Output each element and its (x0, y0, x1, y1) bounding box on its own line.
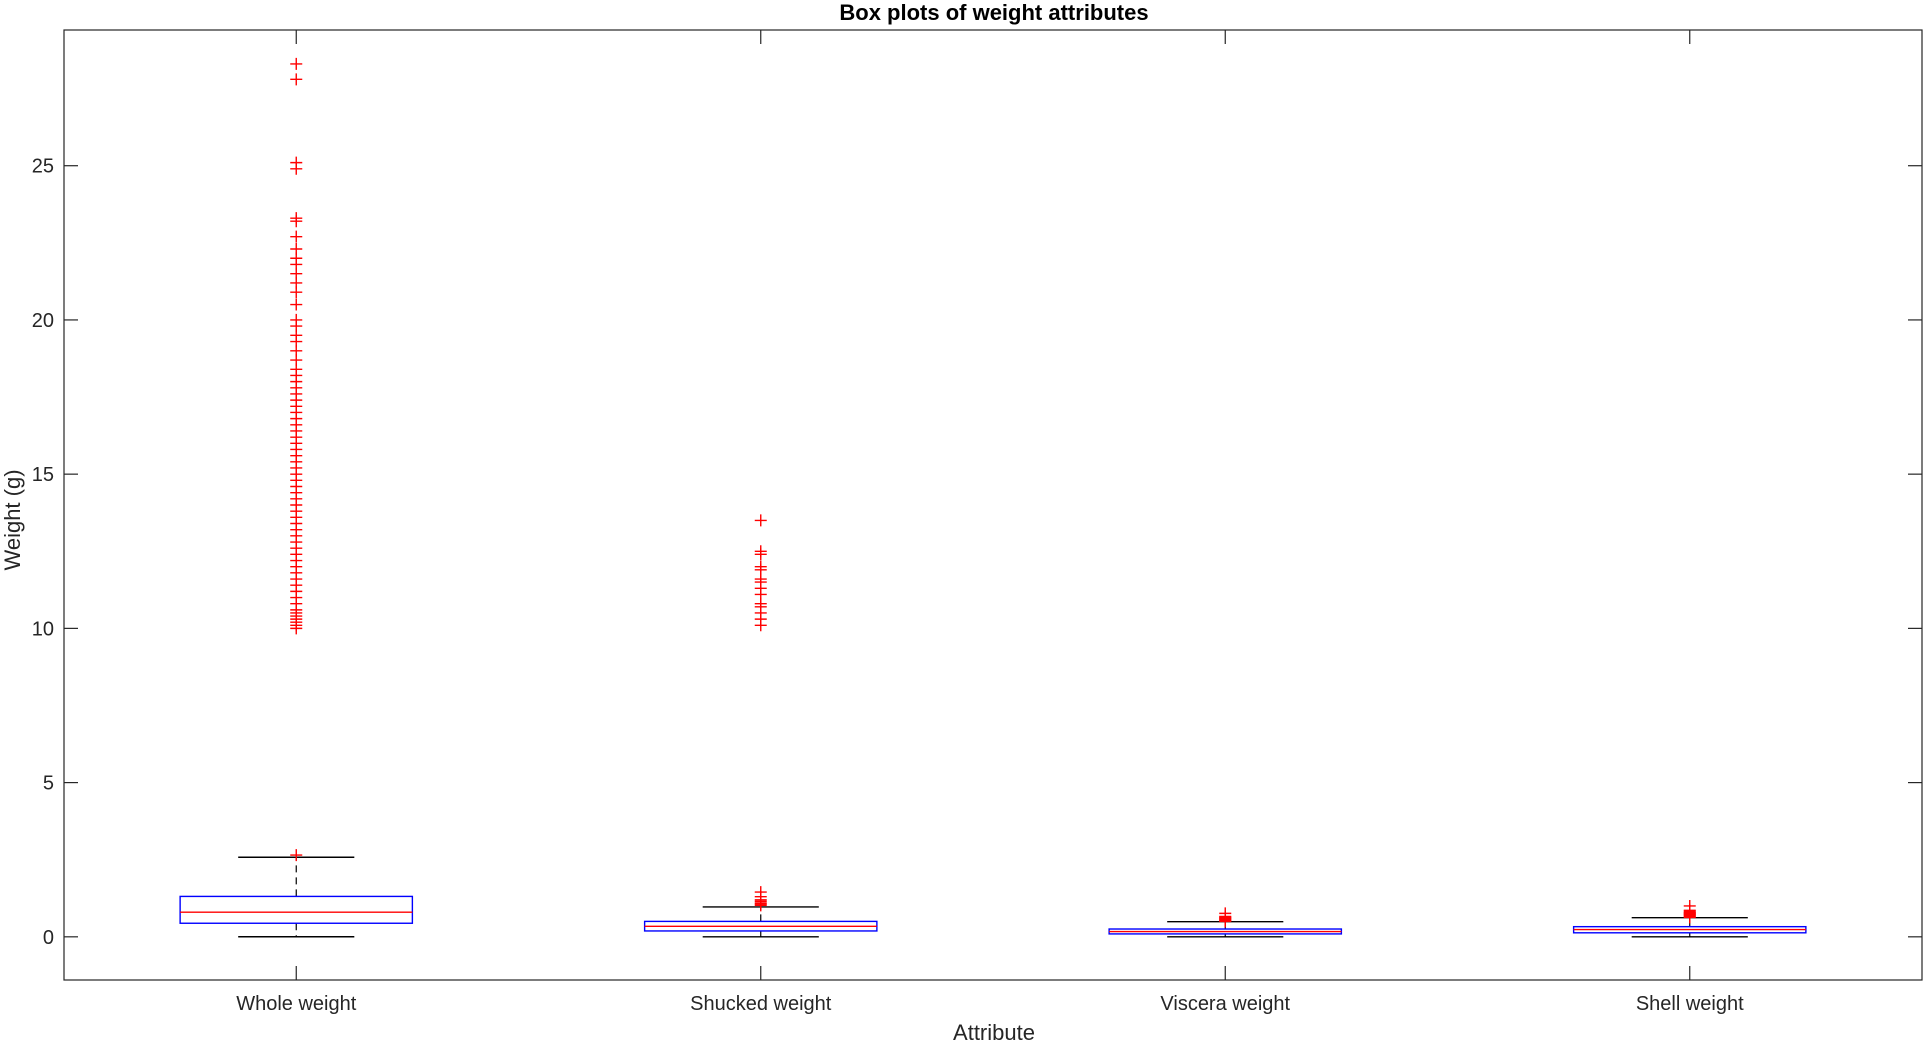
outlier-point (290, 73, 303, 86)
x-tick-label: Viscera weight (1160, 993, 1290, 1015)
outlier-point (1683, 899, 1696, 912)
plot-frame (63, 29, 1923, 981)
outlier-point (290, 849, 303, 862)
axes: 0 5 10 15 20 25 Whole weight Shucked weight Visc… (32, 29, 1923, 1015)
box-group-1 (179, 57, 414, 938)
plot-area (179, 57, 1807, 938)
y-axis-title: Weight (g) (0, 469, 25, 570)
y-tick-label: 10 (32, 618, 54, 640)
box-group-4 (1572, 899, 1807, 938)
box-group-3 (1108, 907, 1343, 938)
outlier-point (1219, 907, 1232, 920)
box-iqr (179, 895, 414, 924)
y-tick-label: 15 (32, 464, 54, 486)
chart-title: Box plots of weight attributes (839, 0, 1148, 25)
outlier-point (754, 886, 767, 899)
y-tick-label: 20 (32, 310, 54, 332)
y-tick-label: 5 (43, 773, 54, 795)
x-tick-label: Shucked weight (690, 993, 832, 1015)
outlier-point (290, 313, 303, 326)
y-tick-label: 0 (43, 927, 54, 949)
x-axis-title: Attribute (953, 1020, 1035, 1044)
outlier-point (290, 156, 303, 169)
outlier-point (290, 230, 303, 243)
outlier-point (754, 545, 767, 558)
box-group-2 (643, 514, 878, 938)
outlier-point (754, 560, 767, 573)
outlier-point (754, 514, 767, 527)
x-tick-label: Shell weight (1636, 993, 1744, 1015)
x-tick-label: Whole weight (236, 993, 357, 1015)
outlier-point (290, 212, 303, 225)
y-tick-label: 25 (32, 156, 54, 178)
outlier-point (290, 298, 303, 311)
outlier-point (290, 242, 303, 255)
outlier-point (290, 57, 303, 70)
